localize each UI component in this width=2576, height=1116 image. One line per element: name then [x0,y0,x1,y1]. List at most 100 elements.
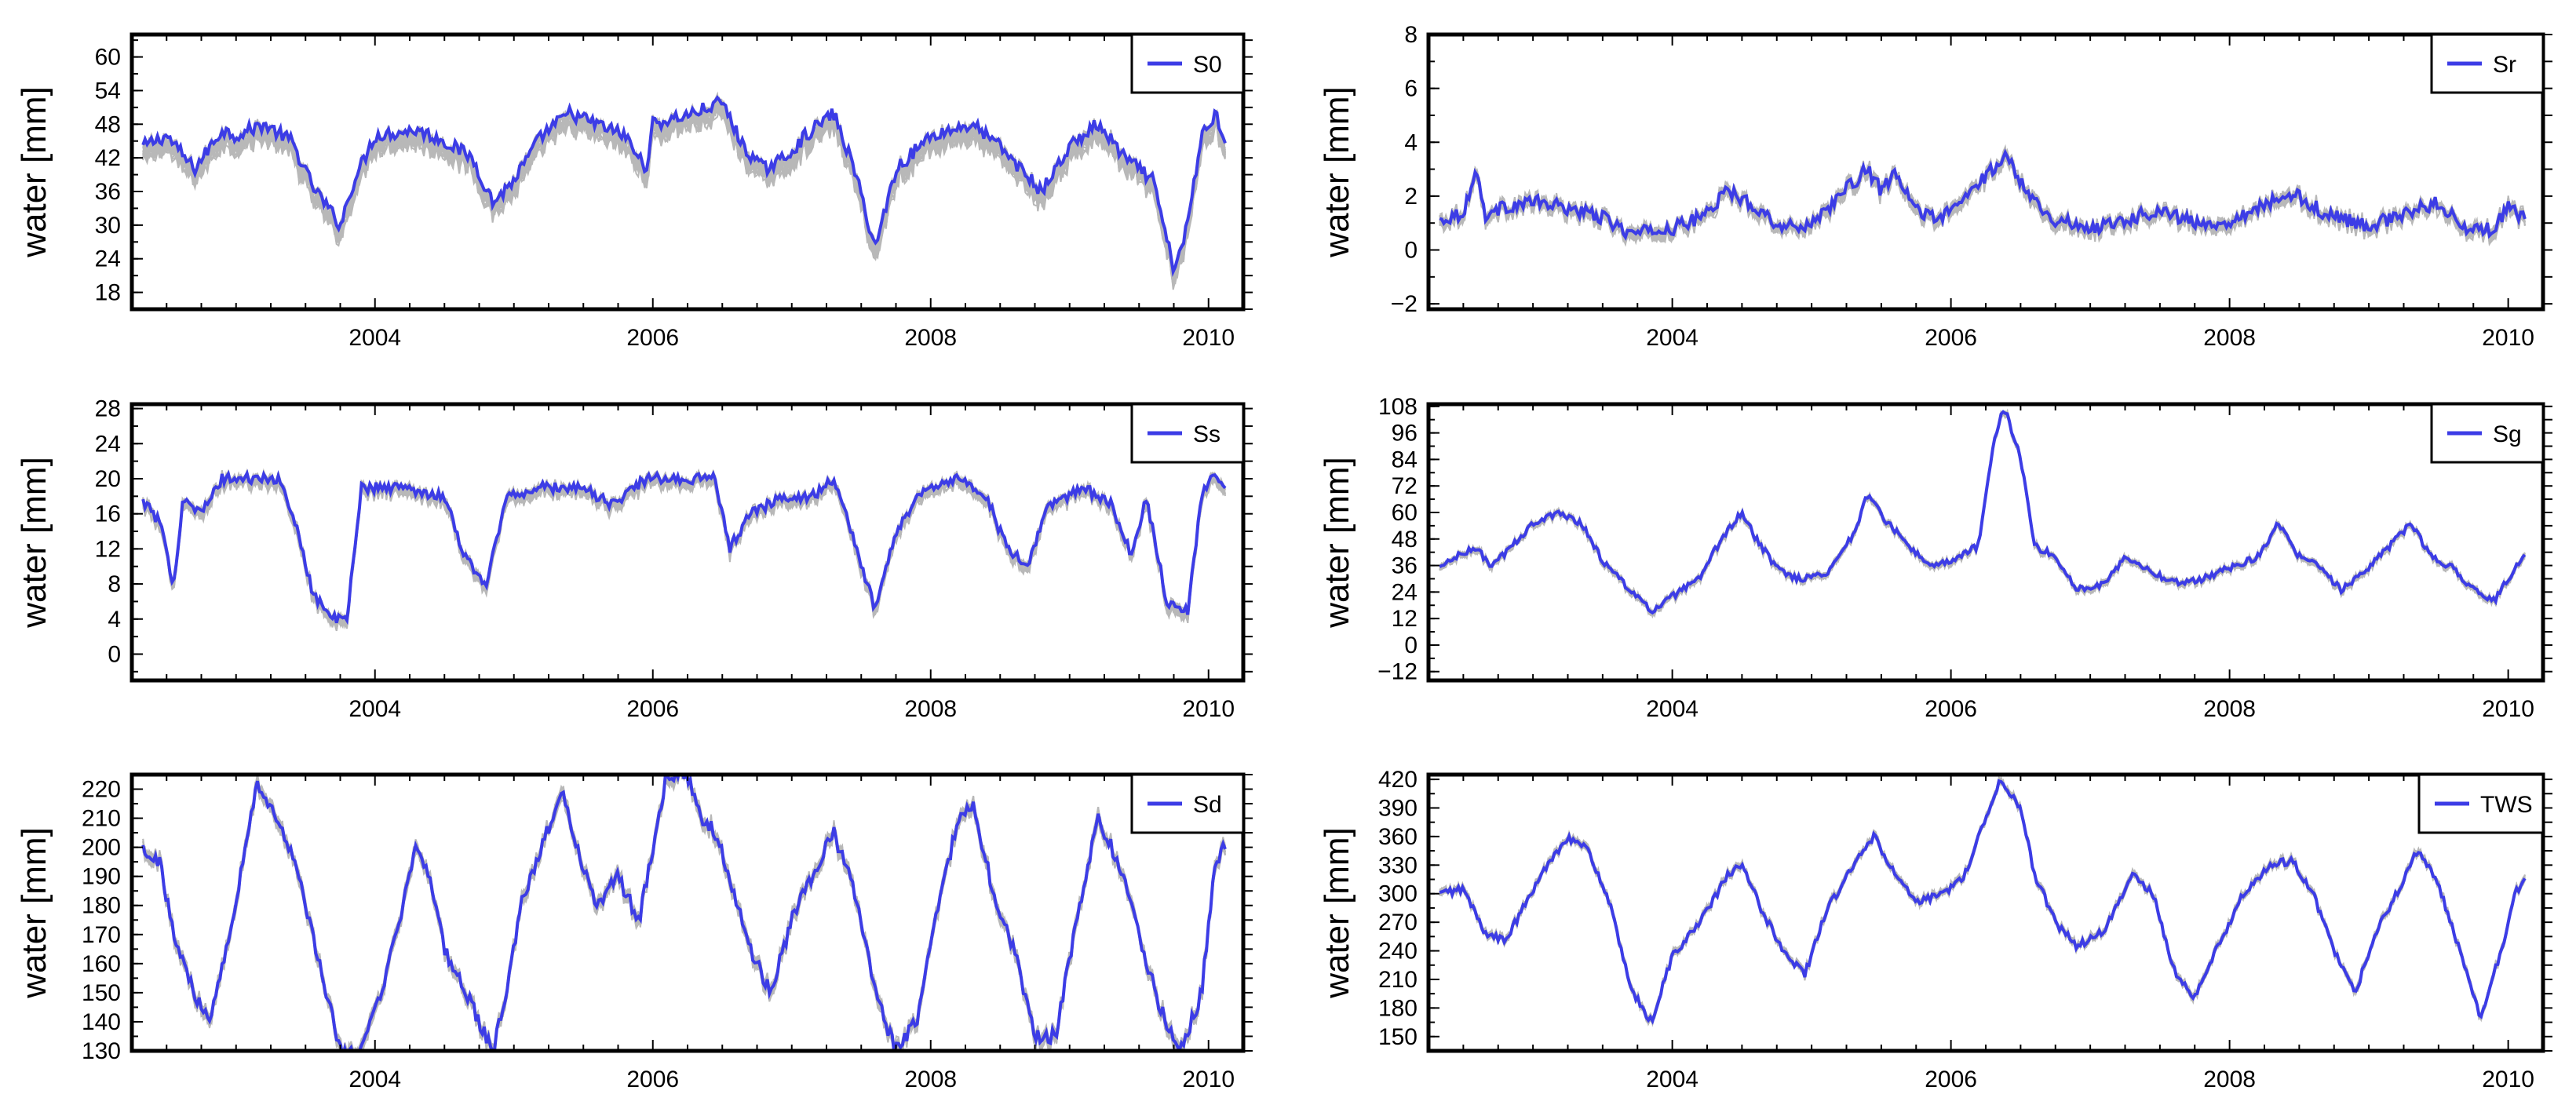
y-tick-label: 210 [1378,967,1418,993]
x-tick-label: 2010 [1182,1067,1235,1092]
y-tick-label: 170 [82,922,121,948]
y-tick-label: 130 [82,1038,121,1064]
x-tick-label: 2008 [2203,696,2256,722]
y-tick-label: 180 [82,893,121,919]
y-tick-label: 96 [1392,421,1418,447]
y-tick-label: 2 [1404,184,1418,210]
series-group [141,775,1227,1051]
y-tick-label: 8 [1404,22,1418,48]
y-tick-label: 48 [1392,527,1418,553]
y-axis-label: water [mm] [1318,827,1356,999]
y-tick-label: 24 [95,246,121,272]
series-line-sd [141,775,1227,1051]
y-tick-label: 60 [95,45,121,71]
series-group [1439,408,2527,619]
y-tick-label: 270 [1378,910,1418,935]
x-tick-label: 2010 [1182,696,1235,722]
series-line-tws [1439,779,2527,1025]
y-tick-label: 160 [82,951,121,977]
y-tick-label: 300 [1378,881,1418,907]
x-tick-label: 2004 [1646,325,1698,351]
y-tick-label: 24 [1392,579,1418,605]
legend-box [1130,403,1245,464]
y-tick-label: 0 [1404,633,1418,658]
x-tick-label: 2010 [2482,696,2534,722]
x-tick-label: 2006 [1925,1067,1977,1092]
series-group [141,91,1227,290]
x-tick-label: 2010 [1182,325,1235,351]
y-tick-label: 18 [95,280,121,306]
y-tick-label: 84 [1392,447,1418,472]
y-tick-label: 240 [1378,939,1418,965]
y-tick-label: 190 [82,864,121,890]
y-tick-label: 12 [1392,606,1418,632]
chart-panel-ss: 2004 2006 2008 2010 0 4 8 12 16 20 24 28 water [mm] S… [15,396,1253,722]
series-group [1439,775,2527,1027]
x-tick-label: 2004 [1646,696,1698,722]
y-tick-label: 28 [95,396,121,422]
legend-label: Sr [2493,52,2516,78]
y-tick-label: 72 [1392,473,1418,499]
chart-panel-sd: 2004 2006 2008 2010 130 140 150 160 170 180 190 200… [15,772,1253,1092]
legend-box [2430,403,2545,464]
y-tick-label: 390 [1378,795,1418,821]
series-group [1439,144,2527,247]
x-tick-label: 2008 [904,696,957,722]
series-group [141,468,1227,632]
y-tick-label: 60 [1392,500,1418,526]
x-tick-label: 2004 [348,696,401,722]
y-tick-label: 0 [1404,238,1418,264]
y-tick-label: 36 [1392,553,1418,579]
y-axis-label: water [mm] [15,86,53,258]
x-tick-label: 2004 [348,1067,401,1092]
y-tick-label: 180 [1378,995,1418,1021]
x-tick-label: 2004 [348,325,401,351]
chart-panel-s0: 2004 2006 2008 2010 18 24 30 36 42 48 54 60 water [m… [15,32,1253,351]
legend-label: Sd [1193,792,1222,818]
series-line-ss [141,469,1227,625]
y-tick-label: 200 [82,835,121,861]
y-tick-label: 48 [95,111,121,137]
y-tick-label: 42 [95,145,121,171]
y-tick-label: 4 [108,607,121,633]
x-tick-label: 2010 [2482,1067,2534,1092]
y-tick-label: −2 [1391,291,1418,317]
legend-label: Sg [2493,421,2522,447]
x-tick-label: 2008 [2203,325,2256,351]
y-tick-label: 0 [108,641,121,667]
legend-label: Ss [1193,421,1220,447]
legend-label: TWS [2480,792,2533,818]
x-tick-label: 2006 [1925,325,1977,351]
y-axis-label: water [mm] [1318,457,1356,629]
series-line-s0 [141,95,1227,278]
y-tick-label: 210 [82,806,121,832]
y-tick-label: 4 [1404,129,1418,155]
y-tick-label: 108 [1378,394,1418,420]
y-axis-label: water [mm] [15,457,53,629]
y-tick-label: 16 [95,501,121,527]
y-tick-label: 36 [95,179,121,205]
legend-label: S0 [1193,52,1222,78]
y-tick-label: 20 [95,466,121,492]
x-tick-label: 2006 [626,325,679,351]
x-tick-label: 2008 [2203,1067,2256,1092]
x-tick-label: 2006 [626,1067,679,1092]
x-tick-label: 2008 [904,1067,957,1092]
y-tick-label: 150 [82,980,121,1006]
y-axis-label: water [mm] [1318,86,1356,258]
x-tick-label: 2004 [1646,1067,1698,1092]
chart-panel-sr: 2004 2006 2008 2010 −2 0 2 4 6 8 water [mm] Sr [1318,22,2552,351]
y-tick-label: 24 [95,431,121,457]
y-tick-label: 360 [1378,824,1418,850]
y-axis-label: water [mm] [15,827,53,999]
y-tick-label: −12 [1377,659,1418,685]
series-line-sg [1439,410,2527,615]
series-line-sr [1439,148,2527,241]
y-tick-label: 12 [95,536,121,562]
y-tick-label: 420 [1378,767,1418,793]
y-tick-label: 220 [82,777,121,803]
